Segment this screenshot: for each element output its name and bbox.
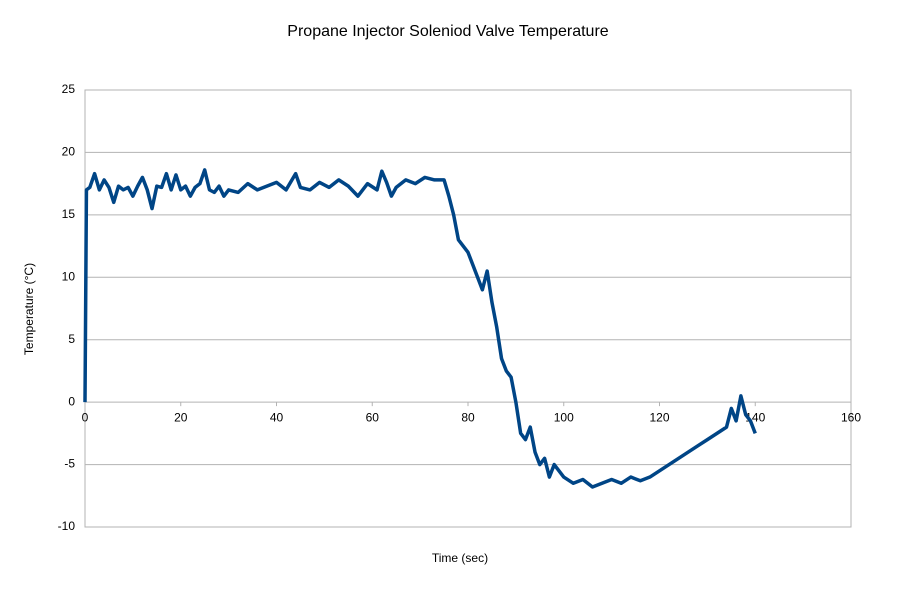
y-tick-label: 5 (68, 332, 75, 346)
x-tick-label: 120 (649, 410, 669, 424)
y-tick-label: 0 (68, 394, 75, 408)
y-tick-label: -5 (64, 457, 75, 471)
y-tick-label: -10 (58, 519, 76, 533)
y-tick-label: 10 (62, 269, 76, 283)
x-tick-label: 40 (270, 410, 284, 424)
y-axis-label: Temperature (°C) (22, 263, 36, 355)
x-tick-label: 20 (174, 410, 188, 424)
x-axis-label: Time (sec) (432, 551, 488, 565)
x-tick-label: 80 (461, 410, 475, 424)
x-tick-label: 160 (841, 410, 861, 424)
y-tick-label: 25 (62, 82, 76, 96)
x-tick-label: 0 (82, 410, 89, 424)
y-tick-label: 15 (62, 207, 76, 221)
data-line (83, 168, 757, 489)
x-tick-label: 100 (554, 410, 574, 424)
chart-title: Propane Injector Soleniod Valve Temperat… (287, 23, 608, 40)
x-tick-label: 60 (366, 410, 380, 424)
y-tick-label: 20 (62, 145, 76, 159)
